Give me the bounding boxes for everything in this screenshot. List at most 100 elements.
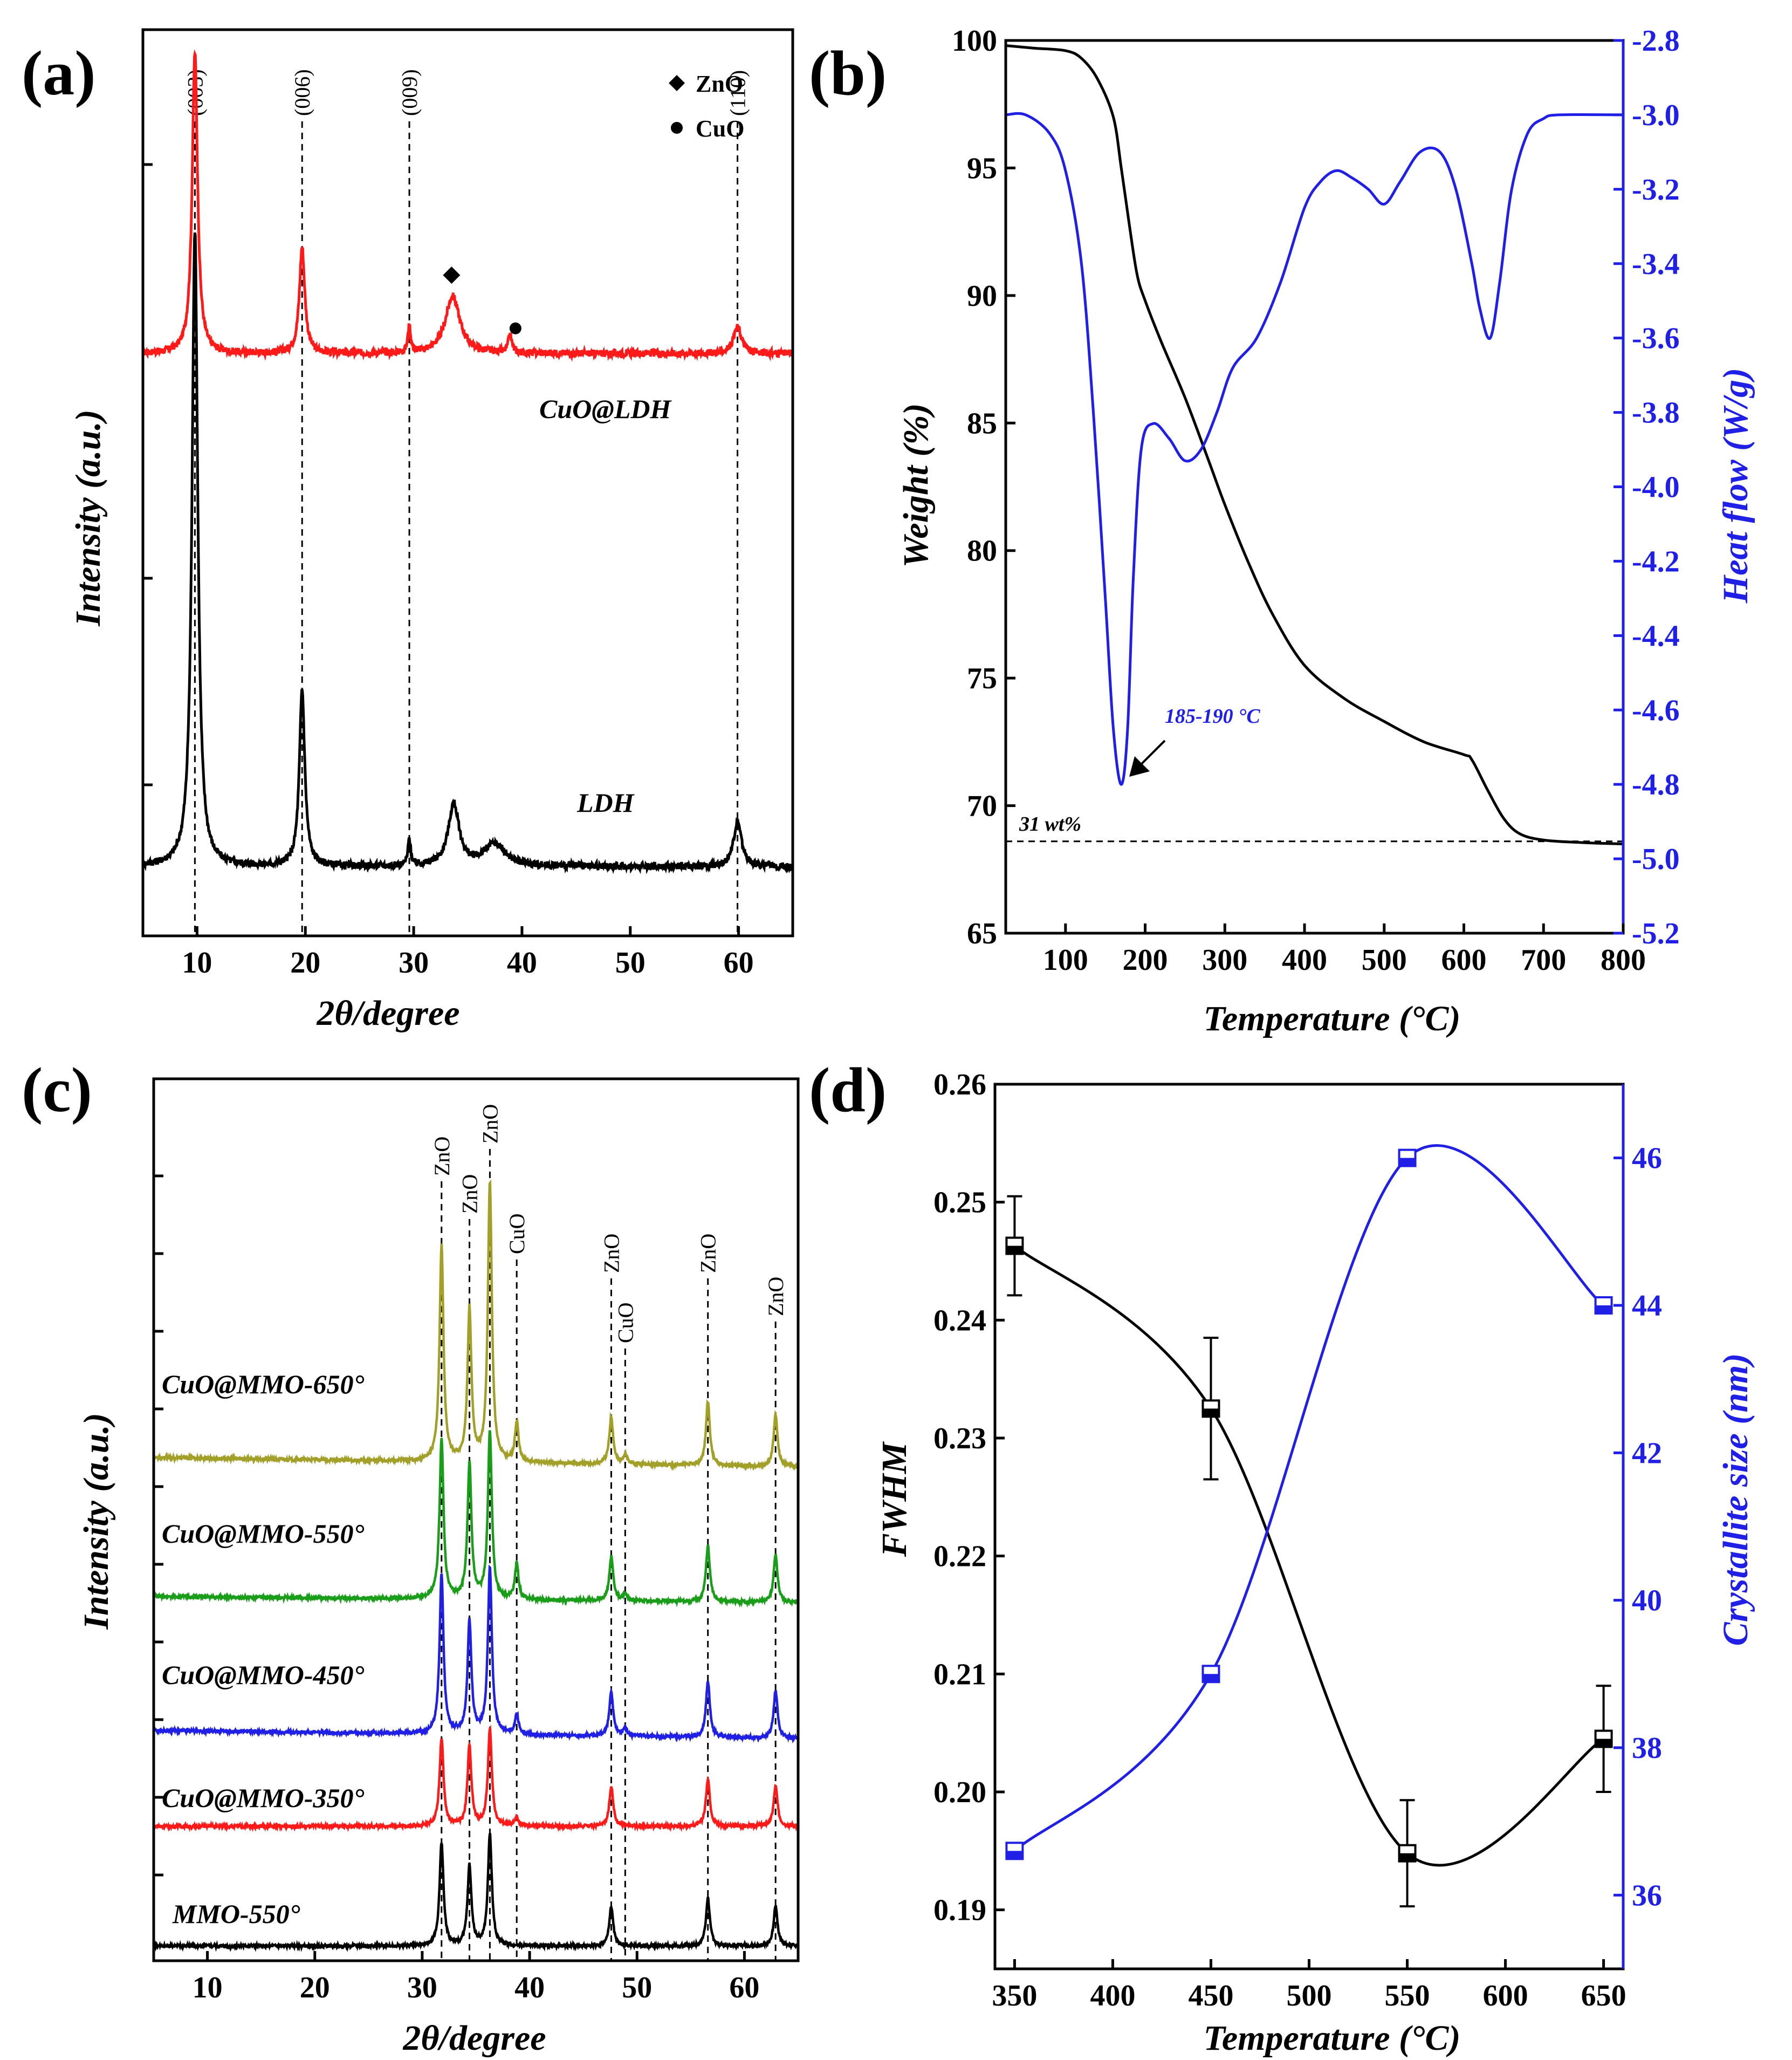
y2-tick-label: -3.2 [1632,173,1680,207]
panel-b-tga-dsc: (b) Temperature (°C) Weight (%) Heat flo… [809,24,1755,1038]
x-tick-label: 500 [1287,1979,1332,2013]
x-tick-label: 500 [1362,943,1407,977]
y-tick-label: 95 [967,152,997,185]
x-tick-label: 350 [992,1979,1037,2013]
series-label-cuo-mmo-650: CuO@MMO-650° [162,1369,365,1399]
y2-tick-label: -4.0 [1632,471,1680,504]
y-tick-label: 0.24 [933,1304,986,1337]
weight-loss-line [1005,44,1624,845]
x-tick-label: 30 [407,1971,437,2004]
series-label-mmo-550: MMO-550° [172,1899,300,1929]
panel-a-xrd-ldh: (a) 2θ/degree Intensity (a.u.) ZnO CuO (… [22,28,794,1033]
cuo-circle-marker [509,322,521,334]
marker-half-fill [1399,1853,1416,1861]
y2-tick-label: 42 [1632,1436,1662,1470]
marker-half-fill [1203,1408,1219,1417]
marker-half-fill [1399,1158,1416,1166]
y2-tick-label: -4.4 [1632,619,1680,653]
panel-d-fwhm-crystallite: (d) Temperature (°C) FWHM Crystallite si… [809,1055,1755,2058]
marker-half-fill [1006,1851,1023,1859]
y-tick-label: 75 [967,662,997,695]
x-tick-label: 40 [514,1971,545,2004]
xrd-series-line [141,232,794,874]
legend-label-cuo: CuO [696,115,744,142]
x-tick-label: 60 [729,1971,759,2004]
peak-label: (009) [397,69,422,116]
x-tick-label: 30 [399,946,429,980]
legend-circle-marker [671,122,683,134]
y2-tick-label: -3.6 [1632,322,1680,355]
y2-tick-label: -5.0 [1632,843,1680,876]
x-tick-label: 40 [507,946,537,980]
x-tick-label: 50 [622,1971,652,2004]
y2-tick-label: -3.8 [1632,396,1680,430]
x-tick-label: 650 [1581,1979,1626,2013]
y-tick-label: 80 [967,535,997,568]
panel-c-xrd-mmo: (c) 2θ/degree Intensity (a.u.) ZnOZnOZnO… [22,1055,800,2058]
peak-label: ZnO [764,1277,788,1316]
peak-label: CuO [505,1213,529,1254]
x-tick-label: 100 [1043,943,1088,977]
x-tick-label: 20 [290,946,320,980]
y-tick-label: 85 [967,407,997,440]
y2-tick-label: 44 [1632,1289,1662,1323]
y2-tick-label: -4.8 [1632,768,1680,802]
x-tick-label: 50 [615,946,646,980]
panel-c-xlabel: 2θ/degree [402,2018,546,2058]
marker-half-fill [1595,1305,1612,1313]
x-tick-label: 400 [1090,1979,1135,2013]
plot-frame [993,1083,1625,1970]
panel-d-ylabel: FWHM [875,1441,914,1557]
y2-tick-label: -4.6 [1632,694,1680,727]
xrd-series-line [152,1430,800,1608]
x-tick-label: 600 [1483,1979,1528,2013]
marker-half-fill [1006,1245,1023,1254]
y-tick-label: 0.22 [933,1540,986,1573]
series-label-cuo-mmo-550: CuO@MMO-550° [162,1518,365,1549]
y2-tick-label: -4.2 [1632,545,1680,578]
marker-half-fill [1595,1739,1612,1747]
series-label-cuo-mmo-450: CuO@MMO-450° [162,1660,365,1690]
x-tick-label: 300 [1202,943,1247,977]
y-tick-label: 100 [952,24,997,58]
x-tick-label: 700 [1521,943,1566,977]
y2-tick-label: 36 [1632,1879,1662,1912]
x-tick-label: 10 [182,946,212,980]
xrd-series-line [153,1832,799,1952]
panel-b-xlabel: Temperature (°C) [1204,999,1461,1038]
x-tick-label: 10 [193,1971,223,2004]
peak-label: ZnO [430,1137,454,1176]
y2-tick-label: -2.8 [1632,24,1680,58]
x-tick-label: 60 [724,946,754,980]
panel-b-y2label: Heat flow (W/g) [1716,368,1755,604]
y-tick-label: 0.25 [933,1186,986,1220]
y2-tick-label: -3.0 [1632,99,1680,132]
panel-d-xlabel: Temperature (°C) [1204,2018,1461,2058]
xrd-series-line [142,49,794,362]
crystallite-size-curve [1013,1144,1605,1852]
peak-label: (006) [290,69,314,116]
y2-tick-label: 46 [1632,1142,1662,1175]
panel-b-label: (b) [809,38,887,108]
panel-d-y2label: Crystallite size (nm) [1716,1353,1755,1646]
peak-label: (110) [726,70,750,116]
legend-diamond-marker [669,75,685,91]
y-tick-label: 0.23 [933,1422,986,1455]
xrd-series-line [153,1724,800,1833]
plot-frame [152,1077,800,1962]
reference-line-label: 31 wt% [1019,813,1081,836]
zno-diamond-marker [443,266,461,284]
x-tick-label: 200 [1123,943,1168,977]
peak-label: ZnO [599,1234,623,1273]
y2-tick-label: -5.2 [1632,917,1680,950]
peak-label: ZnO [458,1174,482,1214]
fwhm-curve [1013,1244,1604,1867]
x-tick-label: 600 [1441,943,1487,977]
y-tick-label: 70 [967,790,997,823]
y2-tick-label: -3.4 [1632,248,1680,281]
peak-label: ZnO [696,1234,720,1273]
series-label-cuo-mmo-350: CuO@MMO-350° [162,1783,365,1813]
x-tick-label: 800 [1601,943,1646,977]
xrd-series-line [152,1179,800,1472]
dsc-peak-annotation: 185-190 °C [1165,705,1260,728]
